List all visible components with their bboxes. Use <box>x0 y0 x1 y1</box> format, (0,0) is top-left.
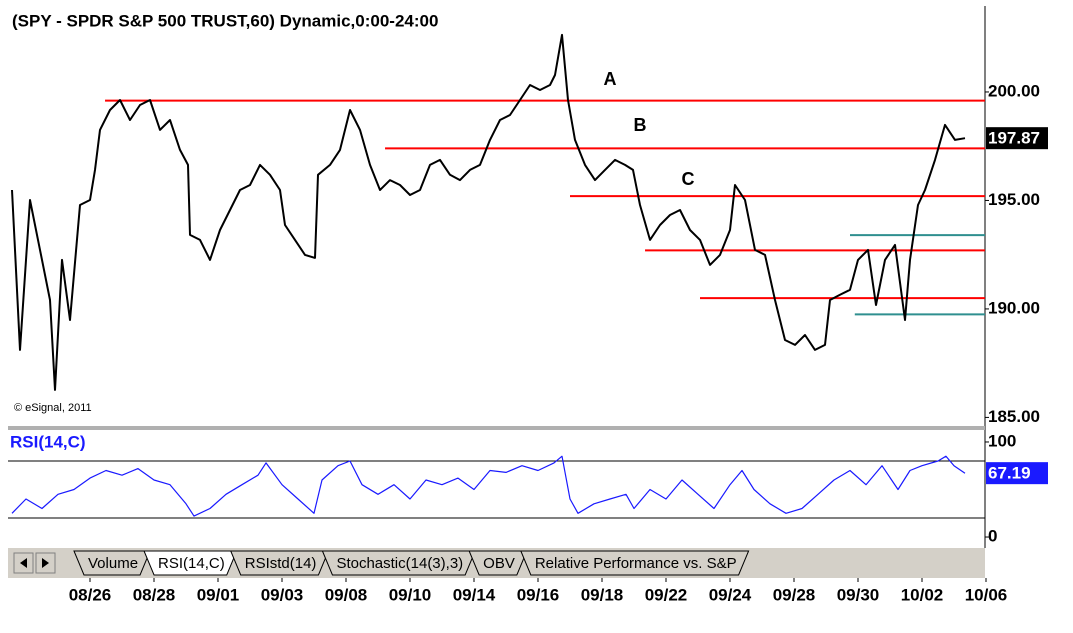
tab-label[interactable]: Volume <box>88 555 138 572</box>
panel-separator <box>8 426 985 430</box>
tab[interactable]: RSI(14,C) <box>143 550 238 576</box>
y-tick-label: 0 <box>988 527 997 546</box>
scroll-left-icon <box>20 558 27 568</box>
last-value-box <box>986 462 1048 485</box>
copyright: © eSignal, 2011 <box>14 402 92 414</box>
annotation-label: B <box>634 115 647 135</box>
tab[interactable]: Volume <box>73 550 151 576</box>
rsi-title: RSI(14,C) <box>10 432 86 451</box>
x-tick-label: 09/30 <box>837 585 880 604</box>
tab-label[interactable]: OBV <box>483 555 515 572</box>
x-tick-label: 09/01 <box>197 585 240 604</box>
tab-label[interactable]: Stochastic(14(3),3) <box>336 555 463 572</box>
chart-title: (SPY - SPDR S&P 500 TRUST,60) Dynamic,0:… <box>12 11 438 30</box>
tab-shape[interactable] <box>321 550 476 576</box>
scroll-right-icon <box>42 558 49 568</box>
x-tick-label: 10/06 <box>965 585 1008 604</box>
x-tick-label: 09/14 <box>453 585 496 604</box>
last-value-label: 197.87 <box>988 129 1040 148</box>
tab-shape[interactable] <box>468 550 528 576</box>
annotation-label: C <box>682 169 695 189</box>
y-tick-label: 185.00 <box>988 407 1040 426</box>
x-tick-label: 09/22 <box>645 585 688 604</box>
y-tick-label: 100 <box>988 431 1016 450</box>
last-value-box <box>986 127 1048 150</box>
tab-label[interactable]: Relative Performance vs. S&P <box>535 555 737 572</box>
y-tick-label: 190.00 <box>988 298 1040 317</box>
tab-shape[interactable] <box>143 550 238 576</box>
tab-shape[interactable] <box>229 550 330 576</box>
tab-label[interactable]: RSIstd(14) <box>245 555 317 572</box>
x-tick-label: 10/02 <box>901 585 944 604</box>
x-tick-label: 09/24 <box>709 585 752 604</box>
x-tick-label: 09/28 <box>773 585 816 604</box>
x-tick-label: 09/16 <box>517 585 560 604</box>
tab[interactable]: OBV <box>468 550 528 576</box>
tab-shape[interactable] <box>73 550 151 576</box>
y-tick-label: 200.00 <box>988 81 1040 100</box>
tab-label[interactable]: RSI(14,C) <box>158 555 225 572</box>
x-tick-label: 08/26 <box>69 585 112 604</box>
x-tick-label: 09/18 <box>581 585 624 604</box>
tab[interactable]: RSIstd(14) <box>229 550 330 576</box>
series-line <box>11 33 966 391</box>
x-tick-label: 09/08 <box>325 585 368 604</box>
tab-shape[interactable] <box>520 550 750 576</box>
x-tick-label: 09/03 <box>261 585 304 604</box>
series-line <box>11 455 966 517</box>
x-tick-label: 08/28 <box>133 585 176 604</box>
y-tick-label: 195.00 <box>988 190 1040 209</box>
tab[interactable]: Relative Performance vs. S&P <box>520 550 750 576</box>
x-tick-label: 09/10 <box>389 585 432 604</box>
last-value-label: 67.19 <box>988 464 1031 483</box>
annotation-label: A <box>604 69 617 89</box>
tab[interactable]: Stochastic(14(3),3) <box>321 550 476 576</box>
